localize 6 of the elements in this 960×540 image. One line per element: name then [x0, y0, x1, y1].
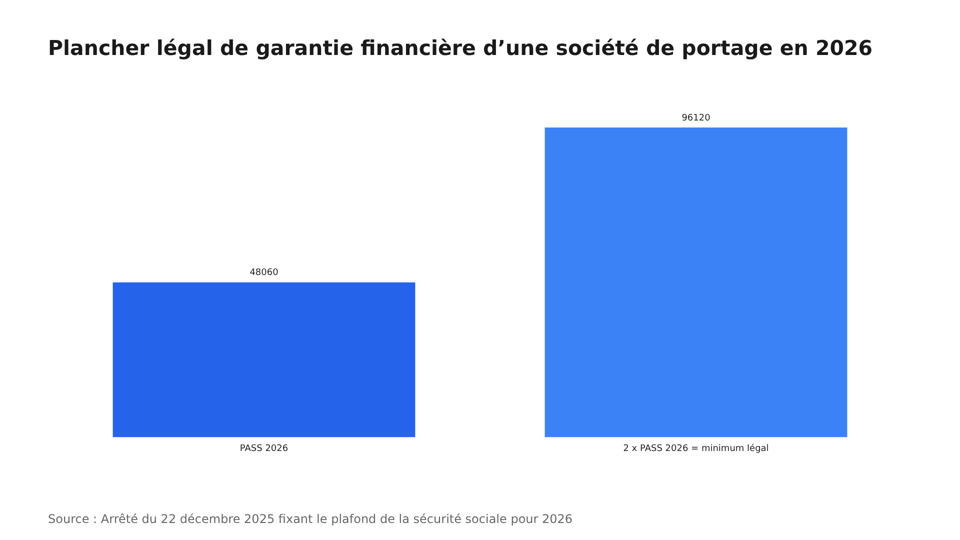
- data-label: 48060: [250, 268, 279, 278]
- x-tick-label: PASS 2026: [240, 444, 288, 454]
- data-label: 96120: [682, 113, 711, 124]
- x-tick-label: 2 x PASS 2026 = minimum légal: [623, 442, 769, 454]
- chart-title: Plancher légal de garantie financière d’une société de portage en 2026: [48, 36, 873, 60]
- source-note: Source : Arrêté du 22 décembre 2025 fixant le plafond de la sécurité sociale pour 2026: [48, 512, 573, 526]
